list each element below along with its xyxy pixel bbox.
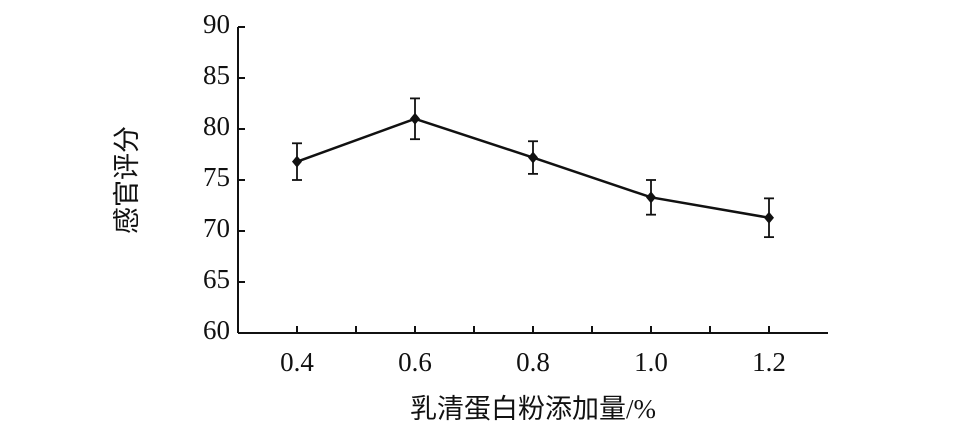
- x-tick-label: 0.8: [516, 347, 550, 377]
- y-axis-label: 感官评分: [112, 126, 142, 234]
- y-tick-label: 70: [203, 213, 230, 243]
- x-tick-label: 1.2: [752, 347, 786, 377]
- y-tick-label: 75: [203, 162, 230, 192]
- y-tick-label: 80: [203, 111, 230, 141]
- y-tick-label: 90: [203, 9, 230, 39]
- point: [646, 191, 656, 204]
- point: [410, 112, 420, 125]
- y-tick-label: 65: [203, 264, 230, 294]
- x-tick-label: 1.0: [634, 347, 668, 377]
- x-tick-label: 0.4: [280, 347, 314, 377]
- x-tick-label: 0.6: [398, 347, 432, 377]
- y-tick-label: 60: [203, 315, 230, 345]
- x-axis-label: 乳清蛋白粉添加量/%: [410, 394, 656, 424]
- point: [764, 211, 774, 224]
- point: [292, 155, 302, 168]
- point: [528, 151, 538, 164]
- y-tick-label: 85: [203, 60, 230, 90]
